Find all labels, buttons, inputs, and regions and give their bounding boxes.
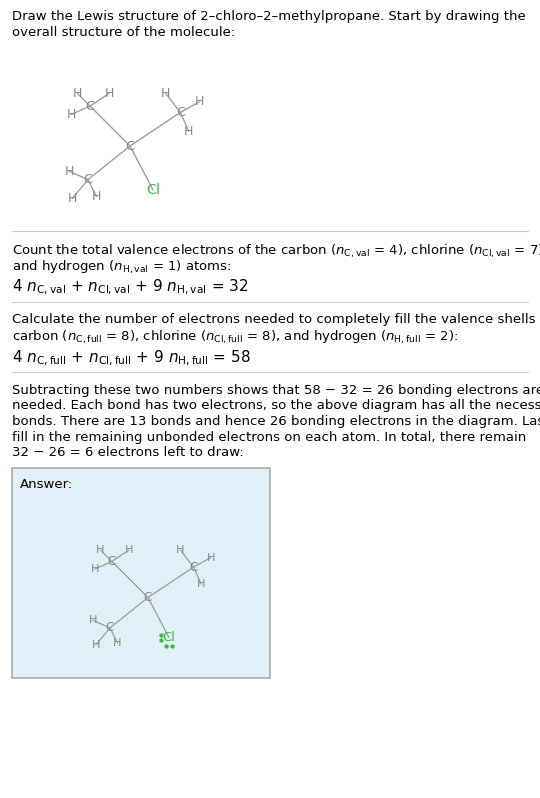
Text: H: H bbox=[206, 552, 215, 563]
Text: Cl: Cl bbox=[146, 183, 160, 197]
Text: Count the total valence electrons of the carbon ($n_{\mathrm{C,val}}$ = 4), chlo: Count the total valence electrons of the… bbox=[12, 243, 540, 260]
Text: bonds. There are 13 bonds and hence 26 bonding electrons in the diagram. Lastly,: bonds. There are 13 bonds and hence 26 b… bbox=[12, 415, 540, 428]
Text: fill in the remaining unbonded electrons on each atom. In total, there remain: fill in the remaining unbonded electrons… bbox=[12, 430, 526, 444]
Text: H: H bbox=[184, 124, 193, 138]
Text: C: C bbox=[108, 555, 116, 568]
Text: H: H bbox=[91, 640, 100, 650]
Text: 4 $n_{\mathrm{C,full}}$ + $n_{\mathrm{Cl,full}}$ + 9 $n_{\mathrm{H,full}}$ = 58: 4 $n_{\mathrm{C,full}}$ + $n_{\mathrm{Cl… bbox=[12, 349, 251, 368]
Text: Calculate the number of electrons needed to completely fill the valence shells f: Calculate the number of electrons needed… bbox=[12, 314, 540, 326]
Text: Subtracting these two numbers shows that 58 − 32 = 26 bonding electrons are: Subtracting these two numbers shows that… bbox=[12, 384, 540, 397]
Text: H: H bbox=[92, 190, 101, 203]
Text: overall structure of the molecule:: overall structure of the molecule: bbox=[12, 26, 235, 38]
Text: H: H bbox=[66, 108, 76, 121]
Text: C: C bbox=[144, 591, 152, 604]
Text: H: H bbox=[125, 545, 133, 555]
Text: C: C bbox=[85, 100, 94, 113]
Text: Answer:: Answer: bbox=[20, 477, 73, 491]
Text: C: C bbox=[125, 140, 134, 152]
Text: H: H bbox=[113, 638, 122, 648]
Text: 32 − 26 = 6 electrons left to draw:: 32 − 26 = 6 electrons left to draw: bbox=[12, 446, 244, 459]
Text: H: H bbox=[64, 164, 74, 178]
Text: H: H bbox=[194, 96, 204, 109]
Text: H: H bbox=[104, 87, 114, 100]
Text: needed. Each bond has two electrons, so the above diagram has all the necessary: needed. Each bond has two electrons, so … bbox=[12, 400, 540, 413]
FancyBboxPatch shape bbox=[12, 468, 270, 678]
Text: Draw the Lewis structure of 2–chloro–2–methylpropane. Start by drawing the: Draw the Lewis structure of 2–chloro–2–m… bbox=[12, 10, 526, 23]
Text: H: H bbox=[73, 87, 82, 100]
Text: 4 $n_{\mathrm{C,val}}$ + $n_{\mathrm{Cl,val}}$ + 9 $n_{\mathrm{H,val}}$ = 32: 4 $n_{\mathrm{C,val}}$ + $n_{\mathrm{Cl,… bbox=[12, 278, 248, 298]
Text: C: C bbox=[190, 561, 198, 574]
Text: H: H bbox=[68, 192, 77, 205]
Text: and hydrogen ($n_{\mathrm{H,val}}$ = 1) atoms:: and hydrogen ($n_{\mathrm{H,val}}$ = 1) … bbox=[12, 259, 231, 275]
Text: H: H bbox=[176, 545, 185, 555]
Text: C: C bbox=[84, 173, 92, 186]
Text: H: H bbox=[96, 545, 105, 555]
Text: H: H bbox=[91, 564, 99, 574]
Text: H: H bbox=[161, 87, 171, 100]
Text: Cl: Cl bbox=[163, 631, 176, 644]
Text: C: C bbox=[106, 622, 114, 634]
Text: carbon ($n_{\mathrm{C,full}}$ = 8), chlorine ($n_{\mathrm{Cl,full}}$ = 8), and h: carbon ($n_{\mathrm{C,full}}$ = 8), chlo… bbox=[12, 329, 458, 346]
Text: C: C bbox=[176, 106, 185, 119]
Text: H: H bbox=[89, 615, 97, 626]
Text: H: H bbox=[197, 579, 205, 589]
